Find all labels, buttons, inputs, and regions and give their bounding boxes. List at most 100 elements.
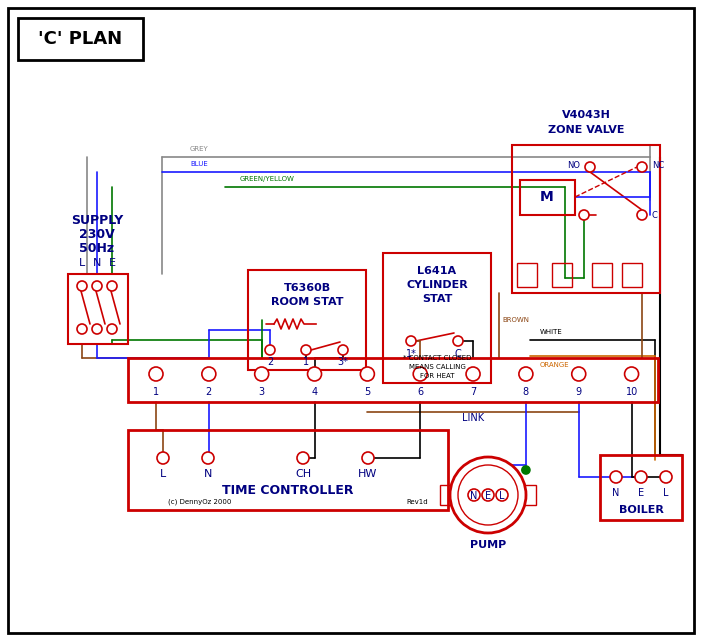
Text: L: L	[499, 491, 505, 501]
Text: L: L	[160, 469, 166, 479]
Text: 1*: 1*	[406, 349, 416, 359]
Text: L: L	[663, 488, 669, 498]
Text: GREY: GREY	[190, 146, 208, 152]
Text: 4: 4	[312, 387, 317, 397]
Bar	[524, 485, 536, 505]
Text: WHITE: WHITE	[540, 329, 563, 335]
Circle shape	[519, 367, 533, 381]
Circle shape	[297, 452, 309, 464]
Text: 'C' PLAN: 'C' PLAN	[38, 30, 122, 48]
Text: 5: 5	[364, 387, 371, 397]
Circle shape	[338, 345, 348, 355]
Text: 10: 10	[625, 387, 637, 397]
Circle shape	[202, 367, 216, 381]
Circle shape	[522, 466, 530, 474]
Text: 50Hz: 50Hz	[79, 242, 114, 254]
Circle shape	[157, 452, 169, 464]
Text: N: N	[204, 469, 212, 479]
Circle shape	[637, 210, 647, 220]
Circle shape	[107, 281, 117, 291]
Circle shape	[585, 162, 595, 172]
Text: CYLINDER: CYLINDER	[406, 280, 468, 290]
Text: 6: 6	[417, 387, 423, 397]
Bar	[622, 263, 642, 287]
Bar	[592, 263, 612, 287]
Circle shape	[450, 457, 526, 533]
Text: 3: 3	[258, 387, 265, 397]
Bar	[383, 253, 491, 383]
Text: E: E	[638, 488, 644, 498]
Bar	[440, 485, 452, 505]
Text: BOILER: BOILER	[618, 505, 663, 515]
Text: 7: 7	[470, 387, 476, 397]
Text: N: N	[470, 491, 477, 501]
Circle shape	[496, 489, 508, 501]
Circle shape	[453, 336, 463, 346]
Text: L641A: L641A	[418, 266, 456, 276]
Bar	[552, 263, 572, 287]
Bar	[128, 430, 448, 510]
Circle shape	[265, 345, 275, 355]
Text: HW: HW	[358, 469, 378, 479]
Circle shape	[149, 367, 163, 381]
Text: 8: 8	[523, 387, 529, 397]
Circle shape	[77, 281, 87, 291]
Text: CH: CH	[295, 469, 311, 479]
Circle shape	[413, 367, 428, 381]
Circle shape	[625, 367, 639, 381]
Text: TIME CONTROLLER: TIME CONTROLLER	[223, 483, 354, 497]
Text: Rev1d: Rev1d	[406, 499, 428, 505]
Circle shape	[660, 471, 672, 483]
Bar	[248, 270, 366, 370]
Text: PUMP: PUMP	[470, 540, 506, 550]
Circle shape	[360, 367, 374, 381]
Bar	[512, 145, 660, 293]
Text: MEANS CALLING: MEANS CALLING	[409, 364, 465, 370]
Bar	[128, 358, 658, 402]
Bar	[600, 455, 682, 520]
Circle shape	[362, 452, 374, 464]
Circle shape	[77, 324, 87, 334]
Text: 230V: 230V	[79, 228, 115, 240]
Text: 1: 1	[303, 357, 309, 367]
Text: BLUE: BLUE	[190, 161, 208, 167]
Circle shape	[571, 367, 585, 381]
Text: (c) DennyOz 2000: (c) DennyOz 2000	[168, 499, 232, 505]
Text: ORANGE: ORANGE	[540, 362, 569, 368]
Text: E: E	[485, 491, 491, 501]
Circle shape	[458, 465, 518, 525]
Bar	[18, 18, 143, 60]
Bar	[517, 263, 537, 287]
Text: ZONE VALVE: ZONE VALVE	[548, 125, 624, 135]
Text: FOR HEAT: FOR HEAT	[420, 373, 454, 379]
Text: N: N	[612, 488, 620, 498]
Circle shape	[202, 452, 214, 464]
Text: SUPPLY: SUPPLY	[71, 213, 123, 226]
Bar	[68, 274, 128, 344]
Circle shape	[255, 367, 269, 381]
Circle shape	[466, 367, 480, 381]
Circle shape	[92, 324, 102, 334]
Text: 2: 2	[267, 357, 273, 367]
Circle shape	[107, 324, 117, 334]
Text: 9: 9	[576, 387, 582, 397]
Text: STAT: STAT	[422, 294, 452, 304]
Circle shape	[468, 489, 480, 501]
Circle shape	[637, 162, 647, 172]
Text: * CONTACT CLOSED: * CONTACT CLOSED	[403, 355, 471, 361]
Text: N: N	[93, 258, 101, 268]
Circle shape	[92, 281, 102, 291]
Text: T6360B: T6360B	[284, 283, 331, 293]
Circle shape	[307, 367, 322, 381]
Text: 2: 2	[206, 387, 212, 397]
Text: E: E	[109, 258, 116, 268]
Text: LINK: LINK	[462, 413, 484, 423]
Text: 3*: 3*	[338, 357, 348, 367]
Circle shape	[301, 345, 311, 355]
Text: C: C	[455, 349, 461, 359]
Bar	[520, 180, 575, 215]
Text: 1: 1	[153, 387, 159, 397]
Text: GREEN/YELLOW: GREEN/YELLOW	[240, 176, 295, 182]
Text: L: L	[79, 258, 85, 268]
Text: M: M	[540, 190, 554, 204]
